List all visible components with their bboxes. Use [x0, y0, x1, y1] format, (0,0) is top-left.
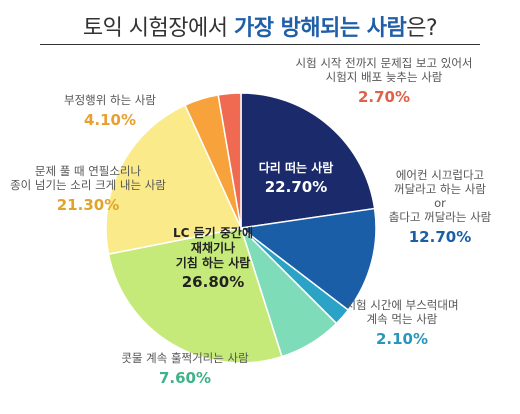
slice-label-text: or	[434, 196, 446, 210]
slice-label-text: 재채기나	[190, 241, 236, 255]
slice-label: LC 듣기 중간에 재채기나 기침 하는 사람 26.80%	[148, 226, 278, 290]
slice-label-text: 에어컨 시끄럽다고	[395, 168, 485, 182]
slice-label: 시험 시작 전까지 문제집 보고 있어서 시험지 배포 늦추는 사람 2.70%	[269, 56, 499, 106]
slice-label: 콧물 계속 훌쩍거리는 사람 7.60%	[85, 351, 285, 387]
slice-value: 4.10%	[83, 111, 137, 129]
slice-label-text: LC 듣기 중간에	[172, 226, 253, 240]
slice-label-text: 춥다고 꺼달라는 사람	[388, 210, 492, 224]
slice-value: 7.60%	[158, 369, 212, 387]
pie-slice	[240, 92, 376, 229]
slice-value: 2.70%	[357, 88, 411, 106]
pie-slice	[105, 104, 243, 256]
slice-label: 에어컨 시끄럽다고 꺼달라고 하는 사람 or 춥다고 꺼달라는 사람 12.70%	[365, 168, 515, 246]
slice-value: 22.70%	[264, 178, 328, 196]
slice-label: 시험 시간에 부스럭대며 계속 먹는 사람 2.10%	[327, 298, 477, 348]
slice-value: 21.30%	[56, 196, 120, 214]
pie-slice	[217, 92, 242, 229]
slice-label-text: 시험 시간에 부스럭대며	[345, 298, 459, 312]
pie-slice	[239, 207, 377, 312]
slice-value: 12.70%	[408, 228, 472, 246]
slice-label-text: 꺼달라고 하는 사람	[394, 182, 486, 196]
pie-slice	[107, 227, 283, 364]
slice-label-text: 부정행위 하는 사람	[64, 93, 156, 107]
slice-label-text: 다리 떠는 사람	[258, 161, 334, 175]
title-prefix: 토익 시험장에서	[82, 16, 234, 41]
slice-label-text: 종이 넘기는 소리 크게 내는 사람	[10, 178, 166, 192]
slice-label-text: 기침 하는 사람	[175, 256, 251, 270]
slice-label: 다리 떠는 사람 22.70%	[241, 161, 351, 195]
slice-label-text: 계속 먹는 사람	[366, 312, 438, 326]
slice-label-text: 시험 시작 전까지 문제집 보고 있어서	[295, 56, 473, 70]
slice-value: 26.80%	[181, 273, 245, 291]
slice-label-text: 콧물 계속 훌쩍거리는 사람	[121, 351, 249, 365]
slice-label-text: 시험지 배포 늦추는 사람	[325, 70, 443, 84]
title-suffix: 은?	[406, 16, 438, 41]
title-highlight: 가장 방해되는 사람	[234, 16, 407, 41]
slice-label: 문제 풀 때 연필소리나 종이 넘기는 소리 크게 내는 사람 21.30%	[1, 164, 176, 214]
title-underline	[40, 44, 480, 45]
slice-label-text: 문제 풀 때 연필소리나	[34, 164, 142, 178]
slice-label: 부정행위 하는 사람 4.10%	[45, 93, 175, 129]
slice-value: 2.10%	[375, 330, 429, 348]
page-title: 토익 시험장에서 가장 방해되는 사람은?	[0, 10, 520, 42]
